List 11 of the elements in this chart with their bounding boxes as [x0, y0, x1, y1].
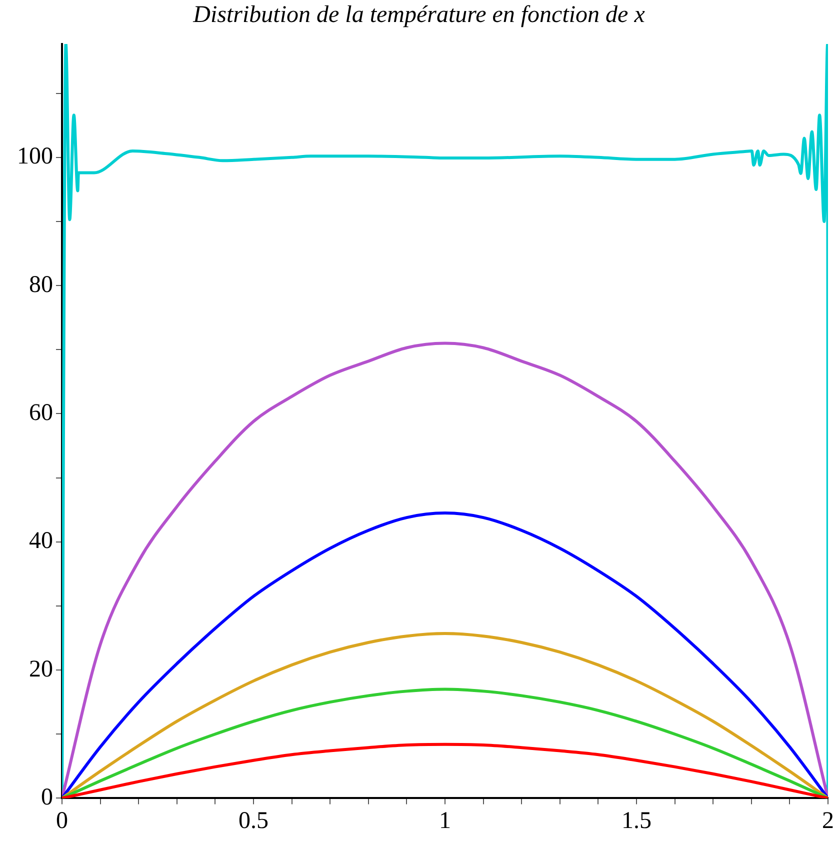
x-tick-label: 1.5 [622, 808, 652, 834]
x-tick-label: 0.5 [238, 808, 268, 834]
y-tick-label: 20 [29, 656, 53, 682]
y-tick-label: 40 [29, 528, 53, 554]
x-tick-label: 2 [822, 808, 834, 834]
y-tick-label: 60 [29, 400, 53, 426]
y-tick-label: 100 [17, 144, 53, 170]
y-tick-label: 80 [29, 272, 53, 298]
chart-title: Distribution de la température en fonction de x [192, 2, 646, 29]
x-tick-label: 1 [439, 808, 451, 834]
y-tick-label: 0 [41, 784, 53, 810]
